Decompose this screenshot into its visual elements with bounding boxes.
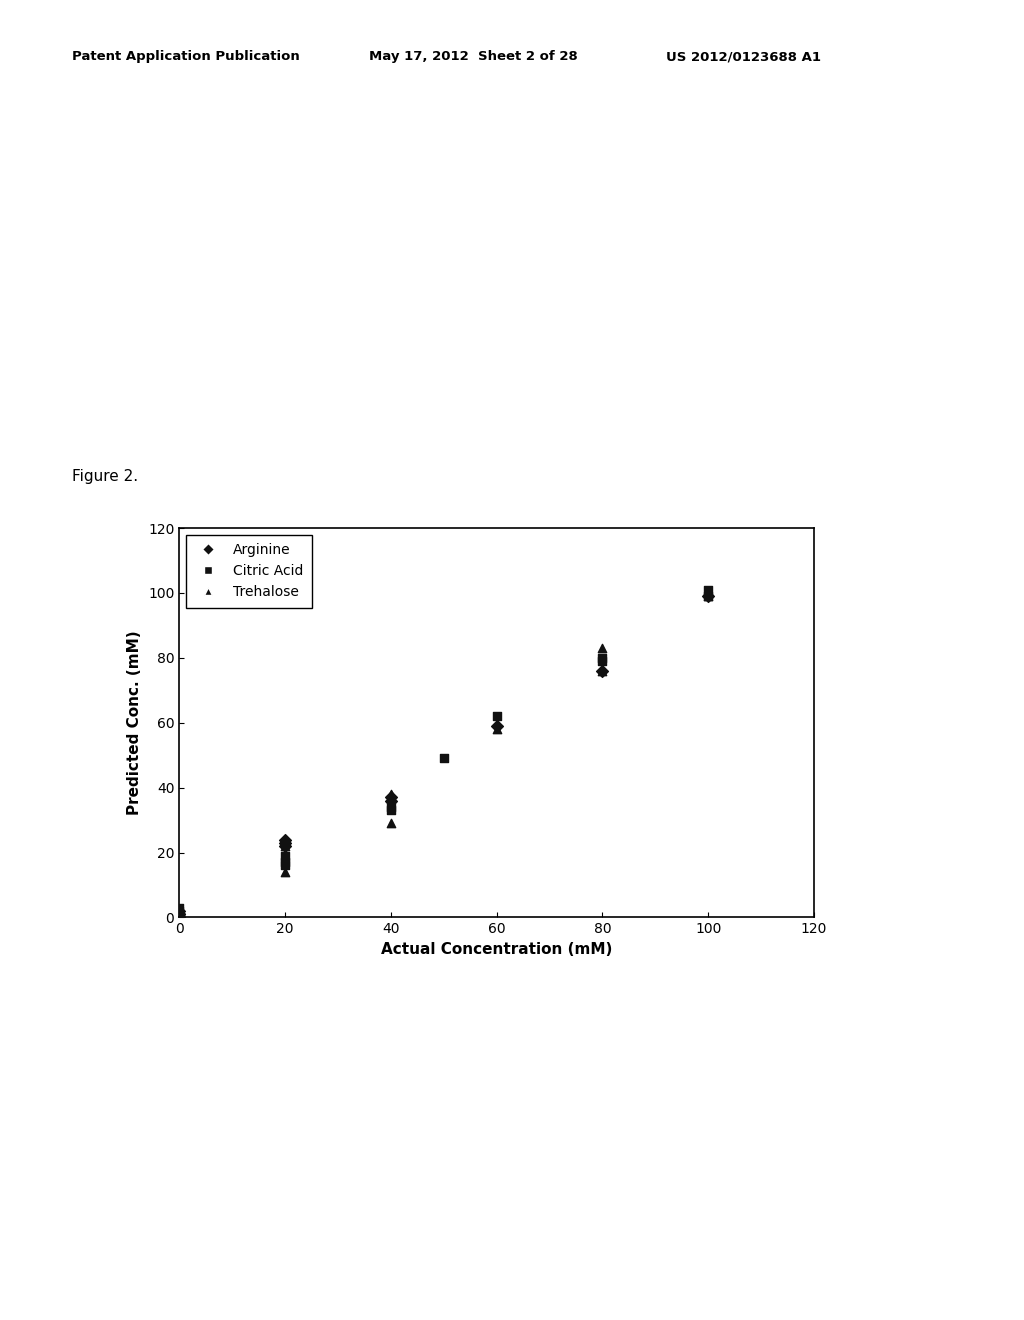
Arginine (276, 836, 293, 857)
Trehalose (276, 836, 293, 857)
Arginine (171, 904, 187, 925)
Citric Acid (383, 796, 399, 817)
Citric Acid (594, 651, 610, 672)
Trehalose (171, 900, 187, 921)
Trehalose (700, 586, 717, 607)
Citric Acid (700, 579, 717, 601)
Trehalose (594, 638, 610, 659)
Text: US 2012/0123688 A1: US 2012/0123688 A1 (666, 50, 820, 63)
Citric Acid (171, 904, 187, 925)
Trehalose (383, 813, 399, 834)
Citric Acid (276, 855, 293, 876)
Arginine (171, 907, 187, 928)
Citric Acid (383, 800, 399, 821)
Citric Acid (276, 851, 293, 873)
Arginine (171, 907, 187, 928)
Arginine (700, 586, 717, 607)
Trehalose (594, 660, 610, 681)
Trehalose (488, 718, 505, 739)
Trehalose (383, 784, 399, 805)
Trehalose (171, 904, 187, 925)
Arginine (276, 829, 293, 850)
Arginine (488, 715, 505, 737)
Trehalose (276, 862, 293, 883)
Citric Acid (171, 898, 187, 919)
Citric Acid (700, 586, 717, 607)
Legend: Arginine, Citric Acid, Trehalose: Arginine, Citric Acid, Trehalose (186, 535, 312, 607)
Arginine (383, 787, 399, 808)
Y-axis label: Predicted Conc. (mM): Predicted Conc. (mM) (127, 631, 142, 814)
Arginine (276, 832, 293, 853)
Arginine (171, 904, 187, 925)
Text: May 17, 2012  Sheet 2 of 28: May 17, 2012 Sheet 2 of 28 (369, 50, 578, 63)
Citric Acid (435, 748, 452, 770)
Arginine (594, 660, 610, 681)
Citric Acid (171, 907, 187, 928)
Citric Acid (594, 647, 610, 668)
Citric Acid (171, 900, 187, 921)
Citric Acid (488, 706, 505, 727)
Trehalose (171, 907, 187, 928)
Arginine (171, 900, 187, 921)
Citric Acid (276, 845, 293, 866)
X-axis label: Actual Concentration (mM): Actual Concentration (mM) (381, 941, 612, 957)
Text: Figure 2.: Figure 2. (72, 469, 138, 483)
Arginine (383, 789, 399, 810)
Text: Patent Application Publication: Patent Application Publication (72, 50, 299, 63)
